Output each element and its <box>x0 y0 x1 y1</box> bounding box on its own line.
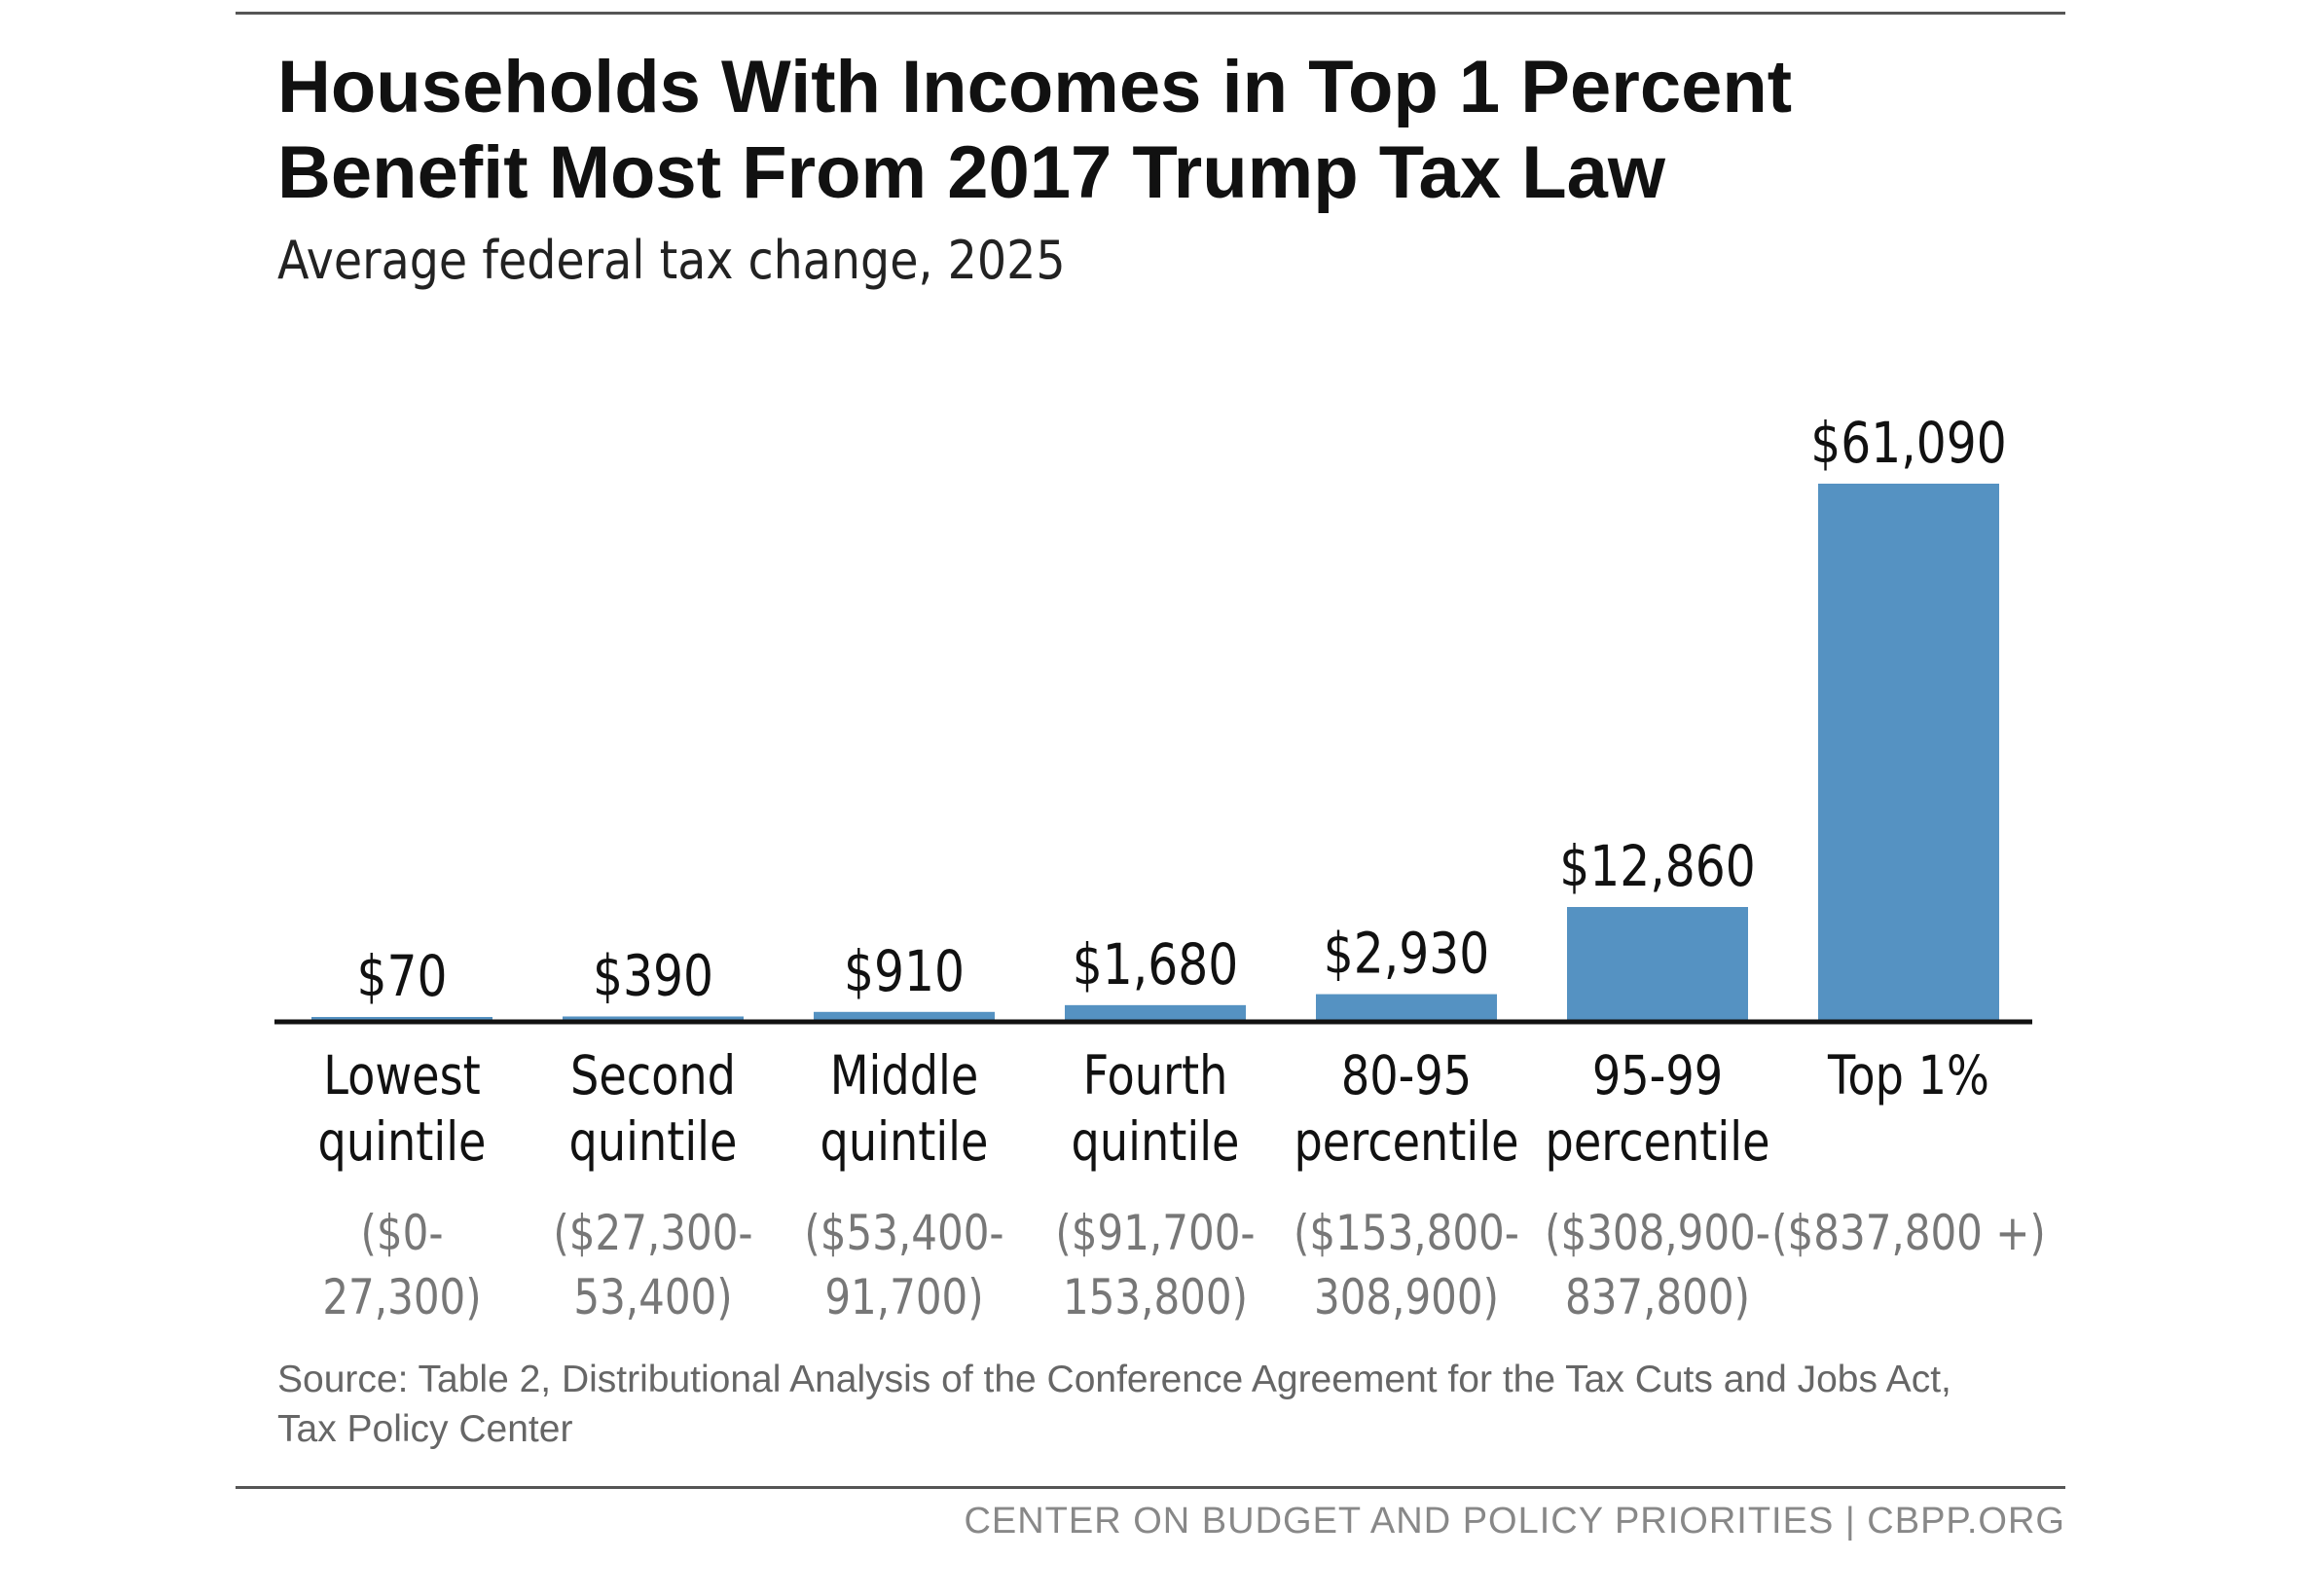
income-range-label: 91,700) <box>824 1268 983 1324</box>
value-label: $910 <box>844 938 965 1004</box>
value-label: $12,860 <box>1559 833 1755 899</box>
income-range-label: ($153,800- <box>1294 1204 1519 1260</box>
income-range-label: ($837,800 +) <box>1771 1204 2046 1260</box>
source-note: Source: Table 2, Distributional Analysis… <box>277 1359 1951 1450</box>
category-label: quintile <box>1072 1110 1240 1173</box>
category-label: 80-95 <box>1341 1044 1472 1106</box>
bar-chart: $70Lowestquintile($0-27,300)$390Secondqu… <box>274 410 2046 1325</box>
chart-subtitle: Average federal tax change, 2025 <box>277 230 1066 291</box>
bar <box>563 1016 744 1020</box>
category-label: 95-99 <box>1592 1044 1723 1106</box>
income-range-label: 308,900) <box>1314 1268 1499 1324</box>
category-label: Lowest <box>323 1044 481 1106</box>
income-range-label: ($0- <box>361 1204 444 1260</box>
category-label: percentile <box>1545 1110 1769 1173</box>
income-range-label: ($308,900- <box>1545 1204 1770 1260</box>
category-label: Top 1% <box>1827 1044 1989 1106</box>
value-label: $61,090 <box>1810 410 2006 476</box>
category-label: quintile <box>820 1110 989 1173</box>
labels-layer: $70Lowestquintile($0-27,300)$390Secondqu… <box>318 410 2046 1325</box>
chart-title: Households With Incomes in Top 1 Percent… <box>277 45 2078 216</box>
value-label: $1,680 <box>1073 931 1238 998</box>
bar <box>814 1011 995 1020</box>
bar <box>311 1017 492 1020</box>
category-label: quintile <box>569 1110 738 1173</box>
bar <box>1818 484 1999 1020</box>
bottom-rule <box>236 1486 2065 1489</box>
income-range-label: 837,800) <box>1565 1268 1750 1324</box>
income-range-label: 153,800) <box>1063 1268 1248 1324</box>
value-label: $390 <box>593 942 713 1008</box>
bars-layer <box>311 484 1999 1020</box>
category-label: Second <box>570 1044 736 1106</box>
category-label: quintile <box>318 1110 487 1173</box>
income-range-label: ($53,400- <box>804 1204 1003 1260</box>
chart-title-line-1: Households With Incomes in Top 1 Percent <box>277 46 1793 128</box>
income-range-label: ($27,300- <box>553 1204 752 1260</box>
top-rule <box>236 12 2065 15</box>
footer-credit: CENTER ON BUDGET AND POLICY PRIORITIES |… <box>964 1501 2065 1542</box>
bar <box>1316 994 1497 1020</box>
value-label: $2,930 <box>1324 920 1489 986</box>
income-range-label: ($91,700- <box>1055 1204 1255 1260</box>
category-label: percentile <box>1294 1110 1518 1173</box>
category-label: Middle <box>830 1044 979 1106</box>
bar <box>1567 907 1748 1020</box>
income-range-label: 27,300) <box>322 1268 481 1324</box>
value-label: $70 <box>357 943 448 1009</box>
income-range-label: 53,400) <box>573 1268 732 1324</box>
category-label: Fourth <box>1083 1044 1228 1106</box>
chart-title-line-2: Benefit Most From 2017 Trump Tax Law <box>277 131 1666 214</box>
bar <box>1065 1004 1246 1020</box>
